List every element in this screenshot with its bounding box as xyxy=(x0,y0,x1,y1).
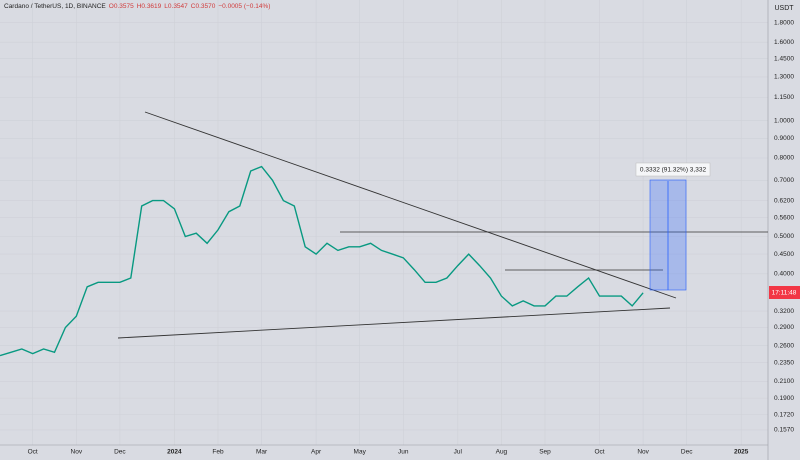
y-tick-label: 1.3000 xyxy=(774,74,794,81)
x-tick-label: Feb xyxy=(212,449,224,456)
y-tick-label: 0.4000 xyxy=(774,270,794,277)
ohlc: H0.3619 xyxy=(137,3,162,10)
chart-title: Cardano / TetherUS, 1D, BINANCE O0.3575 H0… xyxy=(4,3,270,10)
y-tick-label: 0.1720 xyxy=(774,411,794,418)
y-tick-label: 0.2900 xyxy=(774,324,794,331)
y-tick-label: 0.6200 xyxy=(774,197,794,204)
trendline xyxy=(144,111,677,299)
x-tick-label: Nov xyxy=(71,449,83,456)
grid xyxy=(0,0,768,445)
y-tick-label: 1.6000 xyxy=(774,39,794,46)
y-tick-label: 0.1570 xyxy=(774,427,794,434)
measure-label: 0.3332 (91.32%) 3,332 xyxy=(640,167,707,174)
trendline xyxy=(117,307,671,339)
y-tick-label: 0.9000 xyxy=(774,135,794,142)
x-tick-label: Nov xyxy=(637,449,649,456)
y-tick-label: 0.2600 xyxy=(774,342,794,349)
x-tick-label: Dec xyxy=(681,449,693,456)
y-tick-label: 0.5600 xyxy=(774,214,794,221)
currency: USDT xyxy=(774,5,794,12)
x-tick-label: Jul xyxy=(454,449,463,456)
y-tick-label: 1.4500 xyxy=(774,55,794,62)
ohlc: C0.3570 xyxy=(191,3,216,10)
x-tick-label: Aug xyxy=(496,449,508,456)
x-tick-label: Oct xyxy=(594,449,604,456)
y-tick-label: 0.2100 xyxy=(774,378,794,385)
x-tick-label: 2024 xyxy=(167,449,182,456)
y-tick-label: 0.5000 xyxy=(774,233,794,240)
ohlc: O0.3575 xyxy=(109,3,134,10)
y-tick-label: 0.3200 xyxy=(774,308,794,315)
y-tick-label: 1.1500 xyxy=(774,94,794,101)
y-tick-label: 1.8000 xyxy=(774,19,794,26)
x-tick-label: Apr xyxy=(311,449,322,456)
x-tick-label: Oct xyxy=(28,449,38,456)
title: Cardano / TetherUS, 1D, BINANCE xyxy=(4,3,106,10)
x-tick-label: Dec xyxy=(114,449,126,456)
x-tick-label: Sep xyxy=(539,449,551,456)
x-tick-label: Mar xyxy=(256,449,268,456)
y-tick-label: 0.2350 xyxy=(774,359,794,366)
x-tick-label: Jun xyxy=(398,449,409,456)
y-tick-label: 0.7000 xyxy=(774,177,794,184)
ohlc: −0.0005 (−0.14%) xyxy=(218,3,270,10)
x-tick-label: 2025 xyxy=(734,449,749,456)
price-line xyxy=(0,165,644,357)
y-tick-label: 0.1900 xyxy=(774,395,794,402)
ohlc: L0.3547 xyxy=(164,3,188,10)
x-tick-label: May xyxy=(354,449,367,456)
y-tick-label: 0.4500 xyxy=(774,251,794,258)
price-tag xyxy=(769,286,800,299)
y-tick-label: 0.8000 xyxy=(774,155,794,162)
measure-label-box xyxy=(635,162,711,177)
price-tag-label: 17:11:48 xyxy=(772,290,797,297)
y-tick-label: 1.0000 xyxy=(774,117,794,124)
